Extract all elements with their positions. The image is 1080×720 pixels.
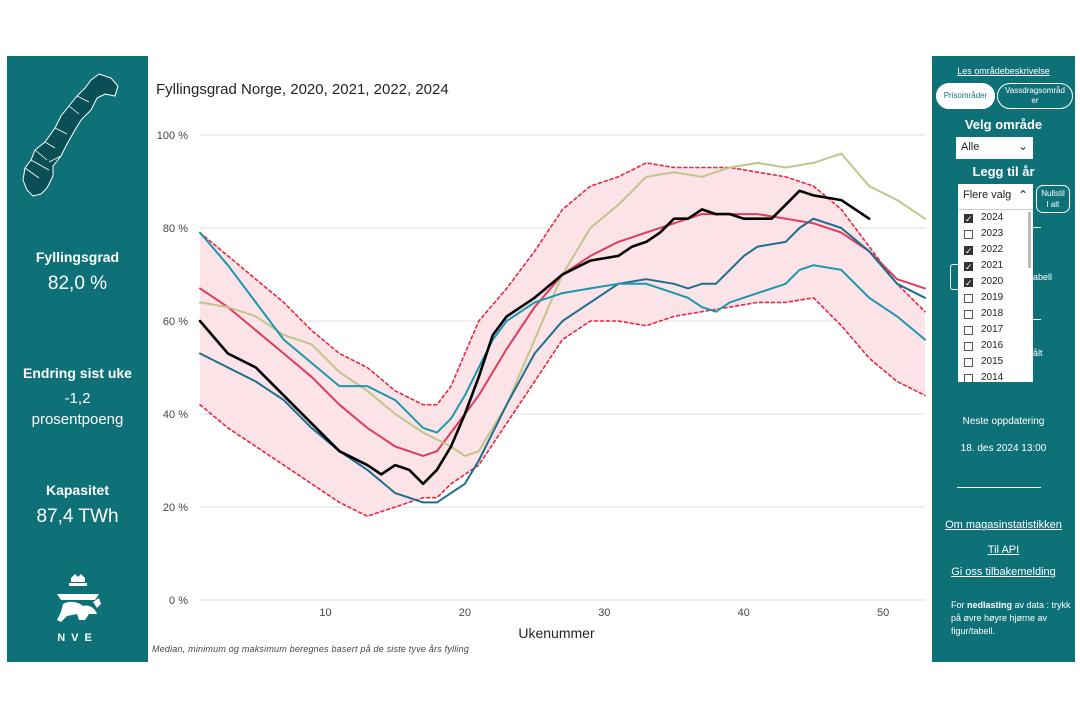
year-option-2017[interactable]: 2017 [958,322,1033,338]
series-line-median [199,213,926,457]
year-option-label: 2024 [981,212,1004,223]
checkbox-checked-icon[interactable]: ✓ [964,213,973,224]
til-api-link[interactable]: Til API [987,544,1020,556]
checkbox-icon[interactable] [964,357,973,367]
tilbakemelding-link[interactable]: Gi oss tilbakemelding [951,566,1056,578]
checkbox-icon[interactable] [964,309,973,319]
divider [957,487,1041,488]
chart-title: Fyllingsgrad Norge, 2020, 2021, 2022, 20… [156,81,449,98]
x-tick-label: 40 [738,607,750,619]
velg-omrade-title: Velg område [964,117,1043,132]
year-option-2014[interactable]: 2014 [958,370,1033,382]
hidden-tabell-label: abell [1033,272,1053,282]
year-multiselect-header[interactable]: Flere valg ⌃ [958,184,1033,210]
y-tick-label: 100 % [157,130,188,142]
tab-vassdragsomrader[interactable]: Vassdragsområd er [997,83,1073,109]
chart-panel: Fyllingsgrad Norge, 2020, 2021, 2022, 20… [148,56,932,662]
year-list[interactable]: ✓ 2024 2023 ✓ 2022 ✓ 2021 ✓ 2020 2019 2018 2017 2016… [958,210,1033,382]
left-panel: Fyllingsgrad 82,0 % Endring sist uke -1,… [7,56,148,662]
right-panel: Les områdebeskrivelse Prisområder Vassdr… [932,56,1075,662]
year-option-label: 2020 [981,276,1004,287]
omrade-dropdown-value: Alle [961,141,980,153]
checkbox-checked-icon[interactable]: ✓ [964,277,973,288]
checkbox-icon[interactable] [964,229,973,239]
x-tick-label: 50 [877,607,889,619]
x-tick-label: 30 [598,607,610,619]
omrade-dropdown[interactable]: Alle ⌄ [956,137,1033,159]
hidden-divider [1033,319,1041,320]
checkbox-icon[interactable] [964,341,973,351]
year-option-label: 2018 [981,308,1004,319]
year-option-2021[interactable]: ✓ 2021 [958,258,1033,274]
checkbox-icon[interactable] [964,373,973,382]
nullstill-alt-label: Nullstil l alt [1041,189,1065,209]
series-line-2022 [199,231,926,434]
hidden-divider [1033,227,1041,228]
x-axis-label: Ukenummer [518,625,595,641]
checkbox-icon[interactable] [964,293,973,303]
y-tick-label: 0 % [169,595,188,607]
year-option-2015[interactable]: 2015 [958,354,1033,370]
year-option-label: 2017 [981,324,1004,335]
min-max-band [200,162,925,517]
year-option-2020[interactable]: ✓ 2020 [958,274,1033,290]
checkbox-checked-icon[interactable]: ✓ [964,245,973,256]
year-option-2019[interactable]: 2019 [958,290,1033,306]
year-option-label: 2022 [981,244,1004,255]
y-tick-label: 20 % [163,502,188,514]
endring-unit: prosentpoeng [31,411,124,428]
year-multiselect-label: Flere valg [963,189,1012,201]
year-option-label: 2014 [981,372,1004,382]
series-line-2024 [198,189,871,486]
series-line-2021 [199,217,926,504]
series-line-maksimum [199,162,926,406]
chevron-down-icon: ⌄ [1017,139,1028,153]
omradebeskrivelse-link[interactable]: Les områdebeskrivelse [957,66,1050,76]
neste-oppdatering-label: Neste oppdatering [962,416,1045,427]
tab-prisomrader-label: Prisområder [943,91,988,100]
x-tick-label: 10 [319,607,331,619]
nve-logo-text: NVE [57,632,98,644]
year-multiselect[interactable]: Flere valg ⌃ ✓ 2024 2023 ✓ 2022 ✓ 2021 ✓ 2020 201… [958,184,1033,382]
x-tick-label: 20 [459,607,471,619]
year-option-2016[interactable]: 2016 [958,338,1033,354]
chart-footnote: Median, minimum og maksimum beregnes bas… [152,644,470,654]
norway-map-icon [22,73,119,197]
kapasitet-label: Kapasitet [45,482,110,498]
om-magasinstatistikken-link[interactable]: Om magasinstatistikken [945,519,1062,531]
endring-value: -1,2 [64,390,91,407]
year-option-2018[interactable]: 2018 [958,306,1033,322]
year-option-2022[interactable]: ✓ 2022 [958,242,1033,258]
year-option-2023[interactable]: 2023 [958,226,1033,242]
y-tick-label: 60 % [163,316,188,328]
series-line-2020 [199,152,926,457]
year-list-scrollbar[interactable] [1028,212,1031,268]
year-option-label: 2015 [981,356,1004,367]
y-tick-label: 80 % [163,223,188,235]
nullstill-alt-button[interactable]: Nullstil l alt [1036,185,1070,213]
chevron-up-icon: ⌃ [1017,188,1028,202]
endring-label: Endring sist uke [23,365,132,381]
checkbox-icon[interactable] [964,325,973,335]
series-line-minimum [199,297,926,518]
checkbox-checked-icon[interactable]: ✓ [964,261,973,272]
hidden-valg-label: ålt [1033,348,1043,358]
year-option-label: 2021 [981,260,1004,271]
kapasitet-value: 87,4 TWh [36,506,119,527]
year-option-label: 2023 [981,228,1004,239]
legg-til-ar-title: Legg til år [972,164,1035,179]
tab-vassdragsomrader-label: Vassdragsområd er [1005,86,1065,105]
fyllingsgrad-label: Fyllingsgrad [35,249,120,265]
year-option-2024[interactable]: ✓ 2024 [958,210,1033,226]
tab-prisomrader[interactable]: Prisområder [936,83,995,109]
download-note: For nedlasting av data : trykk på øvre h… [951,600,1071,636]
nve-crest-icon [57,574,101,622]
y-tick-label: 40 % [163,409,188,421]
line-chart[interactable]: 0 % 20 % 40 % 60 % 80 % 100 % 10 20 30 40 50 Ukenum… [148,56,932,646]
neste-oppdatering-value: 18. des 2024 13:00 [960,443,1047,454]
year-option-label: 2016 [981,340,1004,351]
fyllingsgrad-value: 82,0 % [47,273,108,294]
year-option-label: 2019 [981,292,1004,303]
